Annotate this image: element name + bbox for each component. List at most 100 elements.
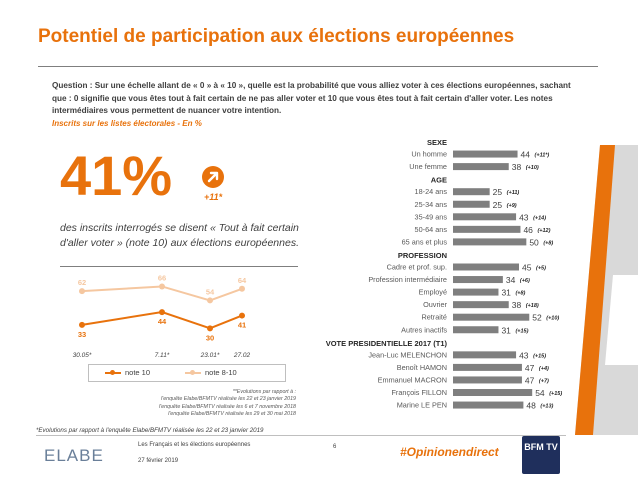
bar — [453, 276, 503, 284]
bar — [453, 313, 530, 321]
legend-label: note 10 — [125, 368, 151, 377]
category-label: Jean-Luc MELENCHON — [368, 350, 447, 359]
title-divider — [38, 66, 598, 67]
bar — [453, 351, 517, 359]
data-point — [79, 321, 85, 328]
delta-label: (+8) — [543, 240, 553, 246]
footnote-line: **Evolutions par rapport à : — [232, 389, 296, 395]
group-heading: AGE — [431, 176, 447, 185]
headline-delta: +11* — [204, 192, 223, 202]
data-label: 33 — [78, 330, 86, 339]
bar — [453, 163, 509, 171]
value-label: 46 — [523, 225, 533, 235]
legend-item-note10: note 10 — [105, 368, 150, 377]
value-label: 52 — [532, 313, 542, 323]
value-label: 31 — [501, 288, 511, 298]
value-label: 25 — [493, 200, 503, 210]
footnote-line: l'enquête Elabe/BFMTV réalisée les 6 et … — [158, 403, 296, 410]
evolution-footnote: **Evolutions par rapport à : l'enquête E… — [150, 389, 296, 418]
data-label: 30 — [206, 333, 214, 342]
delta-label: (+7) — [539, 378, 549, 384]
category-label: 18-24 ans — [415, 187, 448, 196]
category-label: Marine LE PEN — [397, 401, 447, 410]
hashtag: #Opinionendirect — [400, 445, 499, 459]
category-label: Cadre et prof. sup. — [387, 263, 447, 272]
data-point — [239, 285, 245, 292]
value-label: 44 — [521, 150, 531, 160]
arrow-up-right-icon — [202, 166, 224, 188]
bar — [453, 376, 522, 384]
delta-label: (+8) — [515, 291, 525, 297]
legend-item-note8-10: note 8-10 — [185, 368, 237, 377]
footer-divider — [36, 435, 566, 436]
line-chart-legend: note 10 note 8-10 — [88, 364, 286, 382]
value-label: 34 — [506, 275, 516, 285]
category-label: Une femme — [409, 162, 447, 171]
value-label: 47 — [525, 375, 535, 385]
delta-label: (+12) — [537, 228, 550, 234]
bar — [453, 288, 499, 296]
group-heading: PROFESSION — [398, 251, 447, 260]
trend-line-chart: 33 44 30 41 62 66 54 64 30.05* 7.11* 23.01* 27.02 — [73, 273, 250, 359]
value-label: 25 — [493, 187, 503, 197]
category-label: Abstention, vote blanc ou nul — [353, 413, 447, 414]
data-label: 54 — [206, 287, 215, 296]
elabe-logo: ELABE — [44, 446, 104, 465]
category-label: 25-34 ans — [415, 200, 448, 209]
delta-label: (+18) — [526, 303, 539, 309]
bar — [453, 263, 519, 271]
series-line-note10 — [81, 311, 243, 330]
delta-label: (+11*) — [535, 153, 550, 159]
category-label: Benoît HAMON — [397, 363, 447, 372]
value-label: 47 — [525, 363, 535, 373]
delta-label: (+13) — [540, 404, 553, 410]
category-label: François FILLON — [391, 388, 447, 397]
category-label: Profession intermédiaire — [368, 275, 447, 284]
delta-label: (+15) — [549, 391, 562, 397]
bar — [453, 150, 518, 158]
category-label: Un homme — [411, 150, 447, 159]
data-point — [207, 297, 213, 304]
bar — [453, 301, 509, 309]
value-label: 43 — [519, 212, 529, 222]
category-label: Retraité — [421, 313, 447, 322]
headline-value: 41% — [60, 144, 173, 207]
value-label: 48 — [526, 401, 536, 411]
footnote-line: l'enquête Elabe/BFMTV réalisée les 22 et… — [161, 396, 296, 403]
legend-label: note 8-10 — [205, 368, 237, 377]
value-label: 50 — [529, 237, 539, 247]
data-point — [159, 309, 165, 316]
x-tick-label: 7.11* — [155, 352, 170, 359]
bar — [453, 213, 517, 221]
delta-label: (+4) — [539, 366, 549, 372]
delta-label: (+6) — [520, 278, 530, 284]
category-label: Ouvrier — [423, 300, 447, 309]
data-label: 62 — [78, 278, 86, 287]
group-heading: VOTE PRESIDENTIELLE 2017 (T1) — [326, 339, 448, 348]
delta-label: (+15) — [533, 353, 546, 359]
data-label: 44 — [158, 317, 167, 326]
data-label: 41 — [238, 321, 246, 330]
bar — [453, 389, 533, 396]
value-label: 38 — [512, 300, 522, 310]
delta-label: (+10) — [526, 165, 539, 171]
bar — [453, 238, 527, 246]
breakdown-bar-chart: SEXE Un homme 44 (+11*) Une femme 38 (+10) AGE 1… — [326, 138, 563, 414]
study-date: 27 février 2019 — [138, 458, 179, 464]
data-label: 66 — [158, 273, 166, 282]
category-label: 35-49 ans — [415, 212, 448, 221]
delta-label: (+11) — [507, 190, 520, 196]
data-point — [207, 325, 213, 332]
value-label: 19 — [484, 413, 494, 414]
headline-description: des inscrits interrogés se disent « Tout… — [60, 222, 299, 249]
delta-label: (+5) — [536, 266, 546, 272]
data-point — [79, 288, 85, 295]
data-label: 64 — [238, 276, 247, 285]
decorative-a-icon — [575, 145, 638, 435]
value-label: 54 — [535, 388, 545, 398]
category-label: Employé — [419, 288, 447, 297]
bfm-tv-logo: BFM TV — [522, 436, 560, 474]
category-label: 50-64 ans — [415, 225, 448, 234]
category-label: Autres inactifs — [401, 325, 447, 334]
bar — [453, 363, 522, 371]
